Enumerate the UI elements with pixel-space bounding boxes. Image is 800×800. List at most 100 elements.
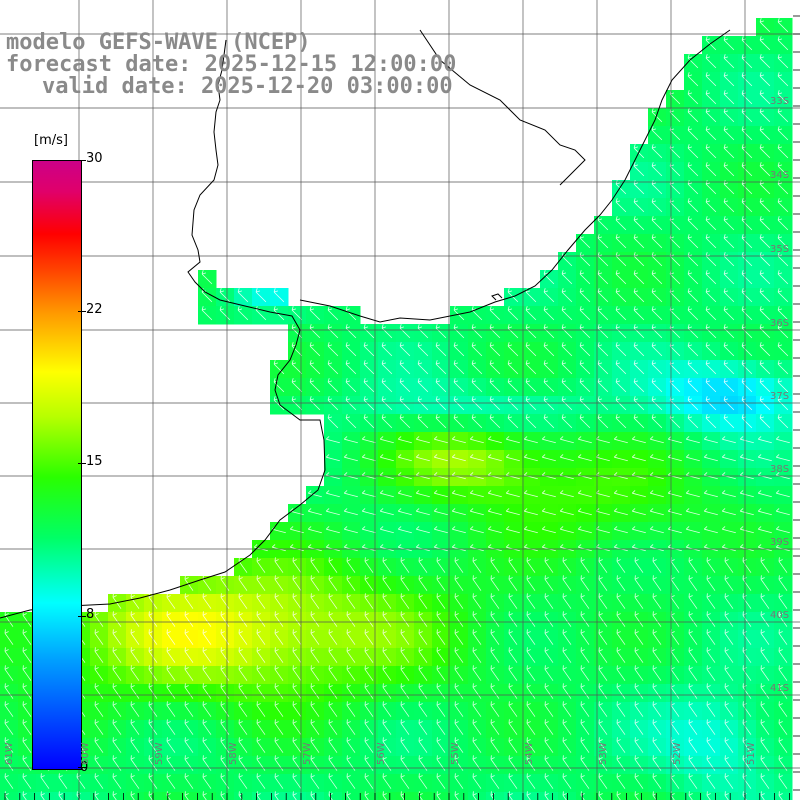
- wind-arrow: [220, 647, 230, 663]
- wind-arrow: [526, 701, 536, 717]
- wind-arrow: [652, 755, 662, 771]
- wind-arrow: [472, 701, 482, 717]
- wind-arrow: [721, 490, 736, 498]
- wind-arrow: [616, 593, 626, 609]
- wind-arrow: [597, 270, 609, 285]
- wind-arrow: [94, 629, 104, 645]
- wind-arrow: [436, 611, 446, 627]
- wind-arrow: [399, 414, 411, 429]
- wind-arrow: [687, 198, 699, 213]
- wind-arrow: [615, 342, 627, 357]
- wind-arrow: [184, 665, 194, 681]
- wind-arrow: [544, 611, 554, 627]
- wind-arrow: [166, 665, 176, 681]
- wind-arrow: [400, 719, 410, 735]
- wind-arrow: [255, 288, 267, 303]
- wind-arrow: [451, 508, 466, 516]
- wind-arrow: [184, 755, 194, 771]
- wind-arrow: [454, 665, 464, 681]
- wind-arrow: [544, 557, 554, 573]
- wind-arrow: [417, 414, 429, 429]
- wind-arrow: [649, 436, 664, 444]
- wind-cell: [540, 792, 559, 800]
- wind-arrow: [598, 791, 603, 800]
- wind-arrow: [472, 719, 482, 735]
- wind-arrow: [760, 719, 770, 735]
- wind-arrow: [436, 629, 446, 645]
- wind-arrow: [508, 791, 513, 800]
- wind-arrow: [778, 611, 788, 627]
- wind-arrow: [723, 360, 735, 375]
- wind-arrow: [723, 270, 735, 285]
- wind-arrow: [775, 490, 790, 498]
- wind-arrow: [723, 54, 735, 69]
- wind-arrow: [454, 557, 464, 573]
- wind-arrow: [777, 18, 789, 33]
- wind-arrow: [130, 647, 140, 663]
- wind-arrow: [580, 611, 590, 627]
- wind-arrow: [310, 557, 320, 573]
- wind-arrow: [508, 719, 518, 735]
- wind-arrow: [778, 719, 788, 735]
- colorbar-tick-label: 8: [86, 607, 95, 622]
- wind-arrow: [453, 360, 465, 375]
- wind-arrow: [613, 454, 628, 462]
- wind-arrow: [631, 454, 646, 462]
- wind-arrow: [274, 755, 284, 771]
- wind-arrow: [703, 526, 718, 534]
- wind-arrow: [343, 526, 358, 534]
- wind-arrow: [759, 360, 771, 375]
- wind-arrow: [328, 719, 338, 735]
- wind-arrow: [598, 629, 608, 645]
- wind-arrow: [328, 593, 338, 609]
- wind-arrow: [400, 665, 410, 681]
- wind-arrow: [579, 360, 591, 375]
- wind-arrow: [454, 575, 464, 591]
- wind-arrow: [130, 791, 135, 800]
- wind-arrow: [202, 719, 212, 735]
- wind-arrow: [598, 755, 608, 771]
- wind-cell: [666, 792, 685, 800]
- wind-arrow: [651, 342, 663, 357]
- wind-cell: [720, 792, 739, 800]
- wind-arrow: [343, 508, 358, 516]
- wind-arrow: [166, 629, 176, 645]
- wind-arrow: [706, 791, 711, 800]
- wind-arrow: [400, 773, 410, 789]
- wind-arrow: [562, 611, 572, 627]
- wind-arrow: [616, 773, 626, 789]
- wind-arrow: [523, 490, 538, 498]
- wind-arrow: [721, 436, 736, 444]
- wind-arrow: [273, 360, 285, 375]
- wind-arrow: [381, 396, 393, 411]
- wind-arrow: [579, 306, 591, 321]
- wind-arrow: [328, 629, 338, 645]
- wind-arrow: [328, 647, 338, 663]
- wind-arrow: [490, 629, 500, 645]
- wind-arrow: [453, 342, 465, 357]
- wind-arrow: [687, 414, 699, 429]
- wind-arrow: [651, 234, 663, 249]
- wind-arrow: [418, 719, 428, 735]
- wind-arrow: [559, 526, 574, 534]
- wind-arrow: [307, 508, 322, 516]
- wind-arrow: [274, 611, 284, 627]
- wind-arrow: [652, 683, 662, 699]
- wind-arrow: [310, 737, 320, 753]
- colorbar-tick-label: 22: [86, 302, 103, 317]
- wind-arrow: [4, 719, 14, 735]
- wind-arrow: [436, 683, 446, 699]
- wind-cell: [360, 792, 379, 800]
- wind-arrow: [274, 557, 284, 573]
- wind-arrow: [526, 557, 536, 573]
- wind-arrow: [238, 593, 248, 609]
- wind-arrow: [472, 629, 482, 645]
- wind-arrow: [382, 647, 392, 663]
- wind-arrow: [688, 701, 698, 717]
- wind-arrow: [256, 665, 266, 681]
- wind-arrow: [706, 737, 716, 753]
- wind-arrow: [579, 342, 591, 357]
- wind-arrow: [706, 575, 716, 591]
- wind-arrow: [760, 701, 770, 717]
- wind-arrow: [382, 773, 392, 789]
